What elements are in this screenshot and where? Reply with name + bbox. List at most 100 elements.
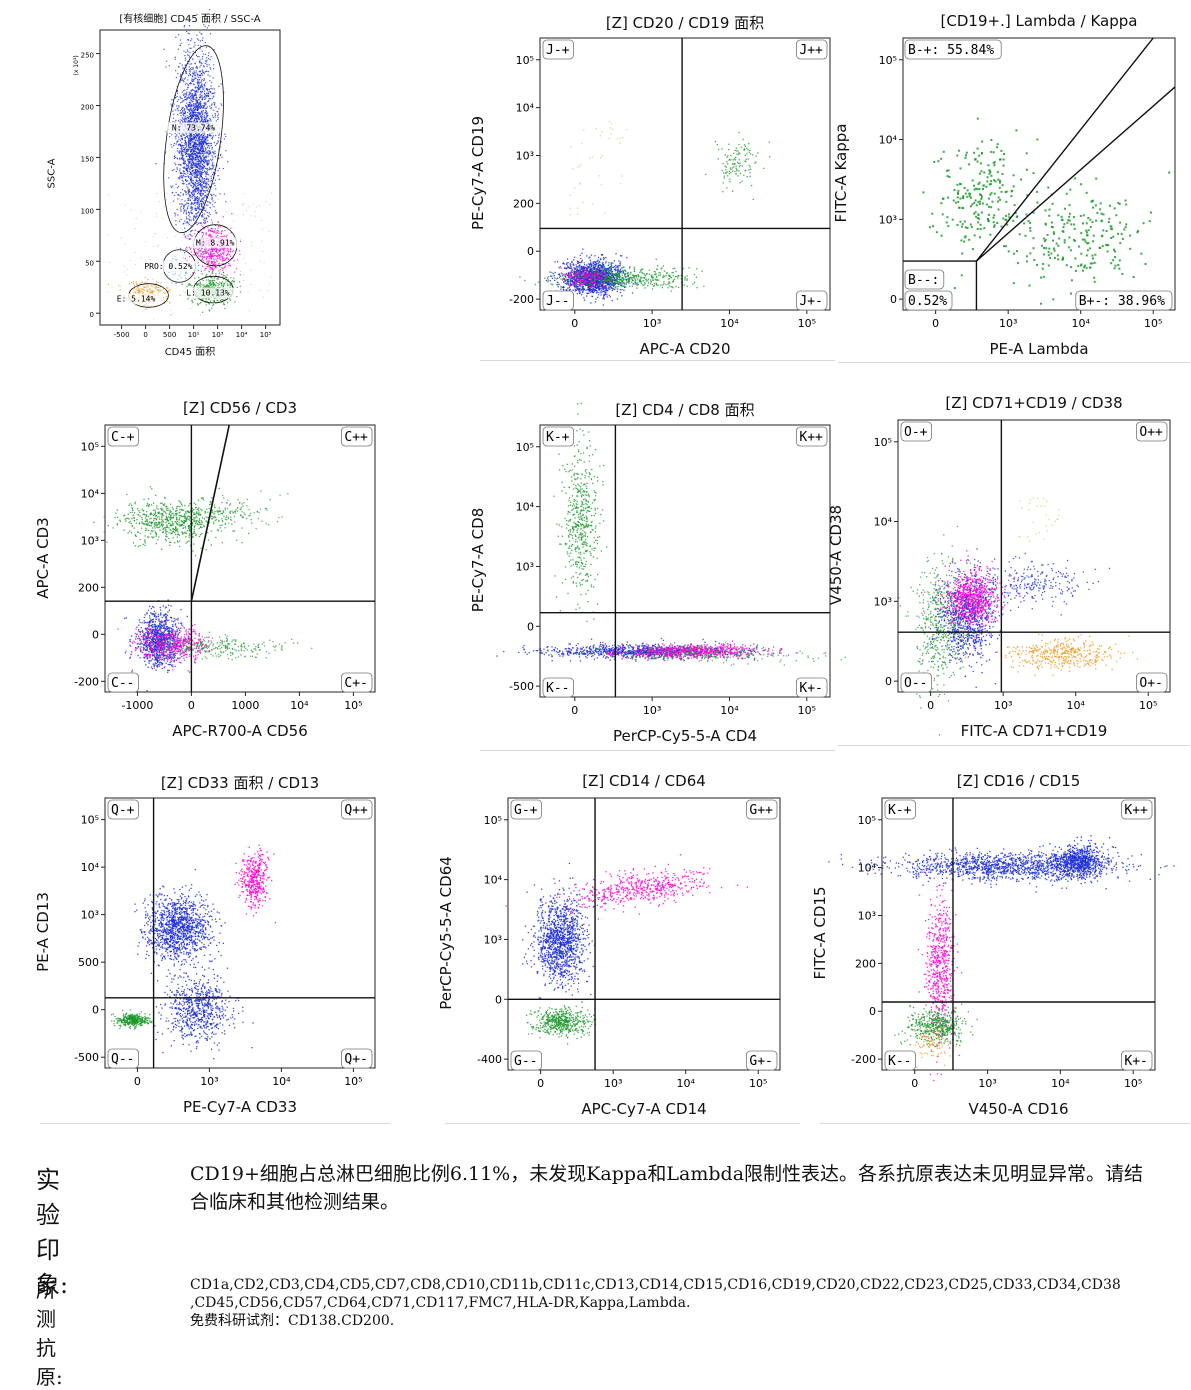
neg-green-population bbox=[145, 631, 313, 661]
quadrant-label-box bbox=[1120, 799, 1153, 820]
quadrant-label: Q-- bbox=[111, 1052, 134, 1067]
y-tick-label: 10³ bbox=[484, 933, 502, 946]
p8-plot-panel: [Z] CD14 / CD64 APC-Cy7-A CD14 PerCP-Cy5-5… bbox=[437, 770, 800, 1125]
x-axis-label: V450-A CD16 bbox=[882, 1100, 1155, 1118]
green-neg-population bbox=[525, 1005, 597, 1045]
quadrant-label: G-+ bbox=[514, 803, 538, 818]
quadrant-label: Q-+ bbox=[111, 803, 135, 818]
gate-label: M: 8.91% bbox=[196, 238, 235, 247]
blue-cd15-population bbox=[828, 845, 1175, 893]
quadrant-label: J++ bbox=[799, 43, 823, 58]
y-tick-label: 200 bbox=[513, 197, 534, 210]
quadrant-label: K-+ bbox=[546, 430, 570, 445]
gate-line bbox=[975, 37, 1154, 262]
quadrant-label-box bbox=[900, 672, 933, 693]
x-tick-label: -1000 bbox=[121, 699, 153, 712]
plot-title: [Z] CD56 / CD3 bbox=[105, 399, 375, 417]
y-tick-label: 10³ bbox=[858, 910, 876, 923]
x-tick-label: 0 bbox=[143, 331, 147, 339]
kappa-population bbox=[922, 117, 1053, 290]
p4-plot-panel: [Z] CD56 / CD3 APC-R700-A CD56 APC-A CD3 -1… bbox=[34, 395, 380, 750]
quadrant-label: G-- bbox=[514, 1054, 537, 1069]
panel-separator bbox=[480, 750, 835, 751]
mag-high-population bbox=[234, 844, 276, 924]
x-tick-label: -500 bbox=[114, 331, 130, 339]
quadrant-label: O++ bbox=[1139, 425, 1163, 440]
x-tick-label: 10⁵ bbox=[344, 699, 362, 712]
x-tick-label: 0 bbox=[571, 317, 578, 330]
x-tick-label: 500 bbox=[163, 331, 176, 339]
plot-frame bbox=[104, 797, 376, 1069]
quadrant-label: C-- bbox=[111, 676, 134, 691]
y-tick-label: 0 bbox=[92, 628, 99, 641]
lymph-neg-population bbox=[519, 258, 705, 293]
y-tick-label: 10⁴ bbox=[874, 516, 893, 529]
plot-frame bbox=[902, 37, 1176, 311]
blue-tail-population bbox=[956, 552, 1111, 616]
quadrant-label-box bbox=[795, 677, 828, 698]
plot-frame bbox=[539, 424, 831, 698]
quadrant-label-box bbox=[510, 799, 543, 820]
y-tick-label: 10⁵ bbox=[81, 814, 99, 827]
y-tick-label: 10⁴ bbox=[81, 861, 100, 874]
quadrant-label-box bbox=[340, 672, 373, 693]
gate-label-box bbox=[166, 122, 221, 134]
gate-label: L: 10.13% bbox=[186, 289, 230, 298]
plot-title: [Z] CD71+CD19 / CD38 bbox=[898, 394, 1170, 412]
quadrant-label-box bbox=[745, 799, 778, 820]
plot-frame bbox=[507, 797, 781, 1071]
plot-title: [CD19+.] Lambda / Kappa bbox=[903, 12, 1175, 30]
gate-label-box bbox=[181, 287, 235, 299]
y-tick-label: 500 bbox=[78, 956, 99, 969]
x-tick-label: 10³ bbox=[999, 317, 1017, 330]
impression-text: CD19+细胞占总淋巴细胞比例6.11%，未发现Kappa和Lambda限制性表… bbox=[190, 1160, 1150, 1216]
x-tick-label: 10⁵ bbox=[798, 317, 816, 330]
quadrant-label: K+- bbox=[799, 681, 822, 696]
x-tick-label: 10³ bbox=[212, 331, 224, 339]
x-tick-label: 0 bbox=[134, 1075, 141, 1088]
quadrant-label: K++ bbox=[799, 430, 823, 445]
x-tick-label: 10⁵ bbox=[344, 1075, 362, 1088]
y-tick-label: 200 bbox=[855, 957, 876, 970]
quadrant-label: B--: bbox=[908, 273, 939, 288]
y-tick-label: 10⁵ bbox=[484, 814, 502, 827]
quadrant-label: K++ bbox=[1124, 803, 1148, 818]
gate-label: PRO: 0.52% bbox=[144, 262, 192, 271]
quadrant-label: C+- bbox=[344, 676, 367, 691]
plot-title: [Z] CD20 / CD19 面积 bbox=[540, 12, 830, 33]
y-tick-label: 0 bbox=[890, 293, 897, 306]
quadrant-label-box bbox=[795, 39, 828, 60]
blue-hot-population bbox=[1039, 835, 1119, 890]
quadrant-label-box bbox=[542, 39, 575, 60]
quadrant-label-box bbox=[542, 677, 575, 698]
quadrant-label-box bbox=[795, 426, 828, 447]
x-tick-label: 0 bbox=[927, 699, 934, 712]
quadrant-label-box bbox=[107, 799, 140, 820]
y-tick-label: 10³ bbox=[879, 213, 897, 226]
p6-svg: 0 10³ 10⁴ 10⁵ 10⁵ 10⁴ 10³ 0 O-+ O++ O-- O+- bbox=[874, 419, 1171, 736]
y-tick-label: 10³ bbox=[516, 560, 534, 573]
p2-plot-panel: [Z] CD20 / CD19 面积 APC-A CD20 PE-Cy7-A CD1… bbox=[469, 8, 850, 368]
y-tick-label: -200 bbox=[851, 1053, 876, 1066]
quadrant-label: O-- bbox=[904, 676, 927, 691]
quadrant-label: Q+- bbox=[344, 1052, 367, 1067]
quadrant-label-box bbox=[340, 799, 373, 820]
y-multiplier: (x 10³) bbox=[73, 55, 80, 75]
y-tick-label: 10³ bbox=[874, 595, 892, 608]
quadrant-label-box bbox=[107, 426, 140, 447]
blue-cd64-population bbox=[522, 862, 596, 1003]
scatter-population bbox=[569, 121, 628, 216]
gate-label-box bbox=[138, 260, 198, 272]
y-tick-label: -500 bbox=[74, 1051, 99, 1064]
p7-svg: 0 10³ 10⁴ 10⁵ 10⁵ 10⁴ 10³ 500 0 -500 Q-+ Q++ Q-- Q+- bbox=[74, 797, 376, 1088]
quadrant-label-box bbox=[1135, 421, 1168, 442]
p7-plot-panel: [Z] CD33 面积 / CD13 PE-Cy7-A CD33 PE-A CD13… bbox=[34, 770, 390, 1125]
x-tick-label: 10⁵ bbox=[260, 331, 272, 339]
y-tick-label: -500 bbox=[509, 680, 534, 693]
y-tick-label: 10⁵ bbox=[879, 54, 897, 67]
y-tick-label: 10⁵ bbox=[874, 436, 892, 449]
x-axis-label: APC-R700-A CD56 bbox=[105, 722, 375, 740]
x-tick-label: 10⁵ bbox=[798, 704, 816, 717]
quadrant-label: O-+ bbox=[904, 425, 928, 440]
panel-separator bbox=[838, 745, 1190, 746]
